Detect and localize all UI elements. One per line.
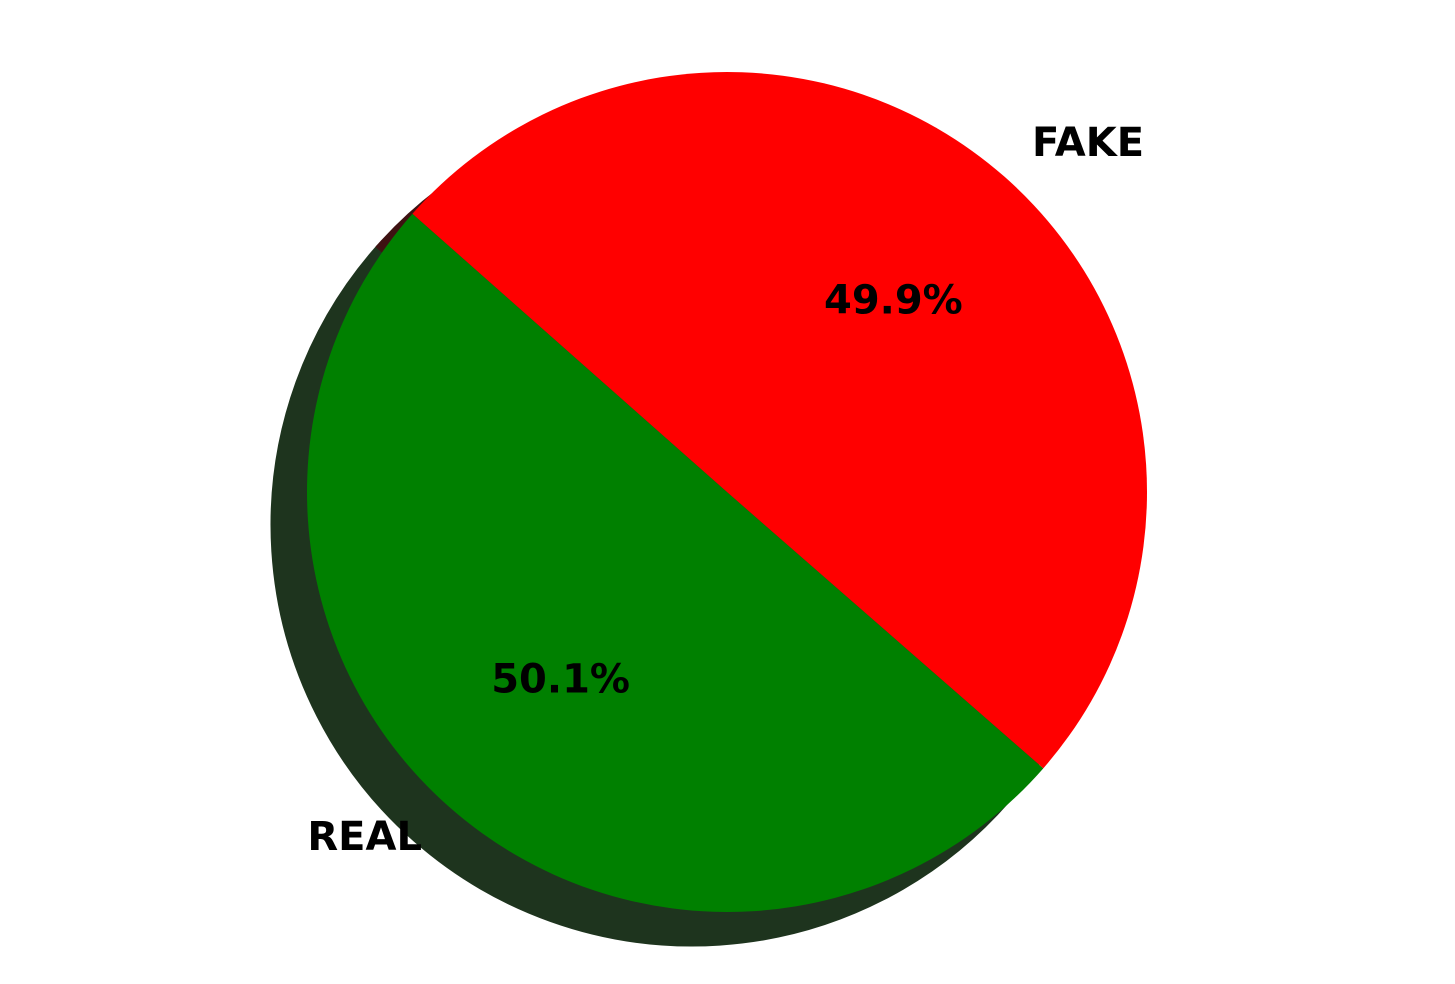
slice-real: [307, 213, 1044, 912]
percent-label-fake: 49.9%: [824, 278, 963, 324]
percent-label-real: 50.1%: [491, 656, 630, 702]
slice-fake: [412, 71, 1148, 769]
slice-label-fake: FAKE: [1032, 120, 1144, 166]
slice-label-real: REAL: [307, 814, 422, 860]
pie-labels: REAL 50.1% FAKE 49.9%: [307, 120, 1144, 860]
pie-slices: [307, 71, 1148, 912]
